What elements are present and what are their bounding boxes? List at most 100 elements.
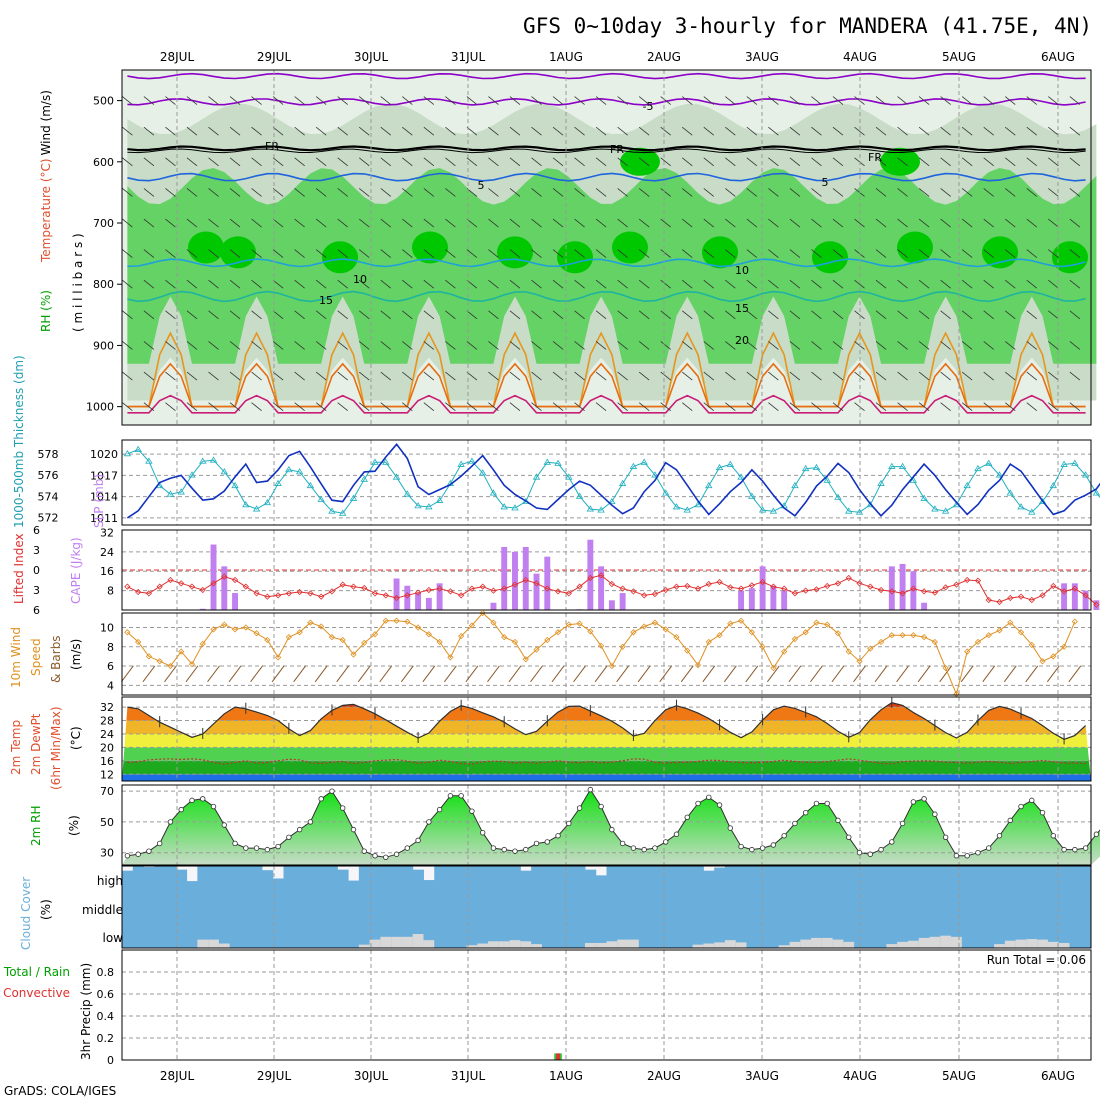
lifted-index-point — [490, 587, 497, 594]
wind-barb — [723, 665, 737, 683]
rh-point — [802, 809, 809, 816]
thickness-point — [941, 507, 950, 514]
wind-barb — [940, 371, 951, 381]
cloud-low-fill — [703, 943, 715, 948]
rh-point — [275, 843, 281, 850]
thickness-point — [242, 501, 250, 508]
wind-barb — [251, 279, 262, 289]
wind-speed-point — [877, 638, 885, 646]
lifted-index-point — [630, 588, 637, 595]
cloud-low-cell — [1015, 920, 1027, 948]
cloud-cell — [671, 892, 683, 920]
wind-barb — [1048, 402, 1059, 411]
wind-barb — [229, 249, 241, 258]
lifted-index-point — [350, 583, 357, 590]
cloud-cell — [337, 892, 349, 920]
wind-barb — [595, 249, 607, 258]
cloud-low-cell — [272, 920, 284, 948]
wind-barb — [940, 96, 951, 105]
rh-point — [243, 845, 249, 851]
wind-barb — [875, 96, 887, 105]
cloud-cell — [574, 866, 586, 892]
wind-barb — [531, 96, 542, 105]
wind-barb — [509, 279, 521, 289]
wind-barb — [703, 96, 715, 105]
wind-barb — [552, 249, 564, 258]
thickness-line — [127, 449, 1100, 514]
wind-barb — [961, 218, 973, 228]
rh-point — [135, 851, 141, 857]
wind-speed-point — [716, 632, 723, 639]
wind-barb — [1026, 310, 1038, 320]
slp-tick-label: 1017 — [90, 469, 118, 482]
wind-speed-point — [382, 617, 389, 624]
cloud-cell — [208, 892, 220, 920]
wind-barb — [122, 96, 133, 105]
wind-barb — [314, 665, 328, 683]
rh-point — [1093, 831, 1100, 837]
top-date-label: 1AUG — [549, 50, 583, 64]
cloud-low-cell — [681, 920, 694, 948]
rh-point — [932, 811, 938, 817]
cloud-low-cell — [875, 920, 887, 948]
lifted-index-point — [845, 574, 852, 582]
cloud-cell — [1058, 866, 1070, 892]
thickness-label: 1000-500mb Thickness (dm) — [12, 355, 26, 528]
wind-speed-point — [996, 627, 1003, 634]
cloud-low-cell — [380, 920, 392, 948]
rh-point — [1029, 797, 1035, 804]
rh-point — [512, 848, 518, 854]
wind-barb — [208, 279, 219, 289]
cloud-cell — [283, 866, 295, 892]
wind-barb — [832, 218, 844, 228]
thickness-point — [554, 459, 562, 466]
wind-speed-point — [522, 656, 529, 663]
wind-barb — [594, 665, 608, 683]
upper-air-panel: -5 FR FR FR 5 5 10 10 15 15 20 500 600 700 800 900 1000 — [86, 69, 1097, 426]
lifted-index-point — [318, 593, 325, 600]
wind-speed-point — [511, 638, 519, 646]
wind-barb — [682, 218, 693, 228]
cloud-low-cell — [154, 920, 166, 948]
cloud-cell — [1015, 892, 1027, 920]
cloud-cell — [660, 866, 672, 892]
wind-barb — [918, 402, 930, 411]
rh-core-blob — [620, 147, 660, 176]
cape-bar — [748, 588, 755, 610]
cloud-low-cell — [423, 920, 435, 948]
wind-barb — [917, 665, 931, 683]
lifted-index-point — [199, 586, 206, 594]
wind-barb — [617, 341, 628, 350]
wind-barb — [875, 371, 887, 381]
wind-barb — [359, 188, 370, 197]
lifted-index-point — [145, 590, 153, 597]
wind-barb — [488, 310, 499, 320]
wind-barb — [682, 157, 693, 167]
wind-speed-point — [899, 632, 906, 639]
wind-barb — [143, 310, 155, 320]
thickness-point — [748, 492, 756, 499]
wind-barb — [229, 96, 241, 105]
lifted-index-point — [662, 586, 669, 594]
wind-barb — [854, 310, 865, 320]
cloud-low-cell — [746, 920, 758, 948]
rh-point — [296, 826, 303, 833]
wind-barb — [940, 341, 951, 350]
cloud-cell — [412, 892, 424, 920]
cloud-cell — [768, 892, 780, 920]
thickness-background — [122, 440, 1091, 525]
wind-barb — [983, 96, 994, 105]
wind-barb — [746, 371, 758, 381]
wind-barb — [702, 665, 716, 683]
cloud-cell — [1004, 866, 1017, 892]
cloud-cell — [951, 866, 963, 892]
thickness-point — [457, 460, 465, 467]
cloud-cell — [348, 880, 360, 892]
cloud-low-cell — [186, 920, 198, 948]
thickness-point — [1049, 481, 1058, 489]
wind-barb — [682, 279, 693, 289]
thickness-point — [543, 458, 551, 465]
cloud-cell — [498, 866, 511, 892]
wind-barb — [768, 341, 779, 350]
wind-barb — [466, 188, 478, 197]
